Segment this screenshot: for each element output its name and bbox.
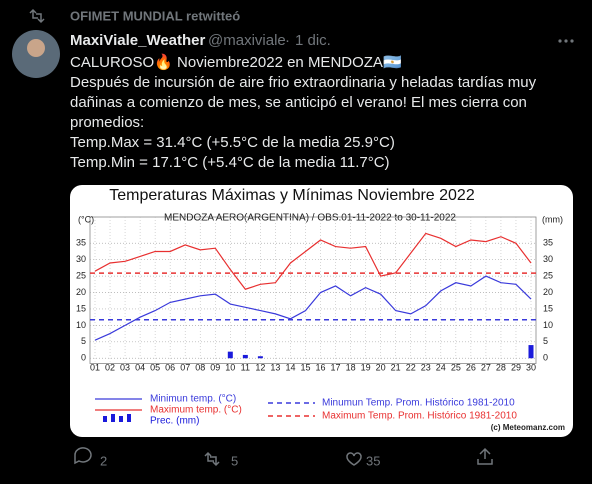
x-tick-label: 10 (225, 362, 235, 372)
x-tick-label: 18 (346, 362, 356, 372)
legend-swatch (103, 416, 107, 422)
tweet-text-line: Temp.Min = 17.1°C (+5.4°C de la media 11… (70, 154, 390, 171)
tweet-text-line: Después de incursión de aire frio extrao… (70, 74, 537, 91)
plot-area (89, 216, 537, 364)
like-icon[interactable] (346, 452, 362, 466)
x-tick-label: 07 (180, 362, 190, 372)
legend-label: Maximum temp. (°C) (150, 405, 242, 416)
retweet-label: OFIMET MUNDIAL retwitteó (70, 8, 240, 23)
x-tick-label: 08 (195, 362, 205, 372)
y2-axis-label: (mm) (542, 214, 563, 224)
series-line (94, 275, 532, 341)
y-tick-label: 25 (76, 270, 86, 280)
precip-bar (257, 356, 263, 359)
y-tick-label: 10 (76, 320, 86, 330)
reply-count: 2 (100, 453, 107, 468)
retweet-count: 5 (231, 453, 238, 468)
x-tick-label: 17 (331, 362, 341, 372)
tweet-text-line: promedios: (70, 114, 144, 131)
chart-subtitle: MENDOZA AERO(ARGENTINA) / OBS.01-11-2022… (164, 213, 456, 224)
y2-tick-label: 5 (543, 336, 548, 346)
series-line (94, 232, 532, 290)
x-tick-label: 06 (165, 362, 175, 372)
x-tick-label: 14 (285, 362, 295, 372)
reply-icon[interactable] (74, 447, 92, 465)
legend-label: Minimun temp. (°C) (150, 394, 236, 405)
like-count: 35 (366, 453, 380, 468)
y2-tick-label: 10 (543, 320, 553, 330)
x-tick-label: 23 (421, 362, 431, 372)
x-tick-label: 09 (210, 362, 220, 372)
y2-tick-label: 35 (543, 238, 553, 248)
x-tick-label: 27 (481, 362, 491, 372)
y2-tick-label: 25 (543, 270, 553, 280)
x-tick-label: 19 (361, 362, 371, 372)
x-tick-label: 29 (511, 362, 521, 372)
legend-swatch (127, 414, 131, 422)
x-tick-label: 20 (376, 362, 386, 372)
y-tick-label: 20 (76, 287, 86, 297)
x-tick-label: 22 (406, 362, 416, 372)
x-tick-label: 13 (270, 362, 280, 372)
x-tick-label: 02 (105, 362, 115, 372)
x-tick-label: 21 (391, 362, 401, 372)
author-name[interactable]: MaxiViale_Weather (70, 32, 206, 49)
avatar-face (27, 39, 45, 57)
y-tick-label: 35 (76, 238, 86, 248)
retweet-icon (29, 8, 45, 24)
x-tick-label: 01 (90, 362, 100, 372)
y2-tick-label: 30 (543, 254, 553, 264)
y-tick-label: 0 (81, 353, 86, 363)
x-tick-label: 25 (451, 362, 461, 372)
x-tick-label: 03 (120, 362, 130, 372)
y2-tick-label: 15 (543, 303, 553, 313)
x-tick-label: 04 (135, 362, 145, 372)
precip-bar (242, 354, 248, 359)
tweet-text-line: dañinas a comienzo de mes, se anticipó e… (70, 94, 527, 111)
date[interactable]: 1 dic. (295, 32, 331, 49)
y-tick-label: 15 (76, 303, 86, 313)
x-tick-label: 24 (436, 362, 446, 372)
precip-bar (528, 345, 534, 359)
tweet-text-line: CALUROSO🔥 Noviembre2022 en MENDOZA🇦🇷 (70, 53, 402, 71)
x-tick-label: 15 (300, 362, 310, 372)
more-menu[interactable] (558, 39, 574, 43)
x-tick-label: 28 (496, 362, 506, 372)
x-tick-label: 12 (255, 362, 265, 372)
retweet-button[interactable] (204, 451, 220, 467)
actions: 2 5 35 (74, 447, 493, 468)
legend-swatch (119, 416, 123, 422)
x-tick-label: 11 (241, 362, 250, 372)
separator: · (285, 32, 290, 49)
legend-label: Maximum Temp. Prom. Histórico 1981-2010 (322, 411, 517, 422)
legend-label: Minumun Temp. Prom. Histórico 1981-2010 (322, 398, 515, 409)
y-axis-label: (°C) (78, 214, 94, 224)
handle[interactable]: @maxiviale (208, 32, 286, 49)
x-tick-label: 05 (150, 362, 160, 372)
y2-tick-label: 20 (543, 287, 553, 297)
chart-title: Temperaturas Máximas y Mínimas Noviembre… (109, 187, 475, 204)
share-icon[interactable] (477, 447, 493, 465)
x-tick-label: 16 (316, 362, 326, 372)
legend-swatch (111, 414, 115, 422)
y-tick-label: 30 (76, 254, 86, 264)
y2-tick-label: 0 (543, 353, 548, 363)
y-tick-label: 5 (81, 336, 86, 346)
precip-bar (227, 351, 233, 359)
credit: (c) Meteomanz.com (491, 423, 565, 432)
x-tick-label: 30 (526, 362, 536, 372)
legend-label: Prec. (mm) (150, 416, 199, 427)
x-tick-label: 26 (466, 362, 476, 372)
tweet-text-line: Temp.Max = 31.4°C (+5.5°C de la media 25… (70, 134, 395, 151)
